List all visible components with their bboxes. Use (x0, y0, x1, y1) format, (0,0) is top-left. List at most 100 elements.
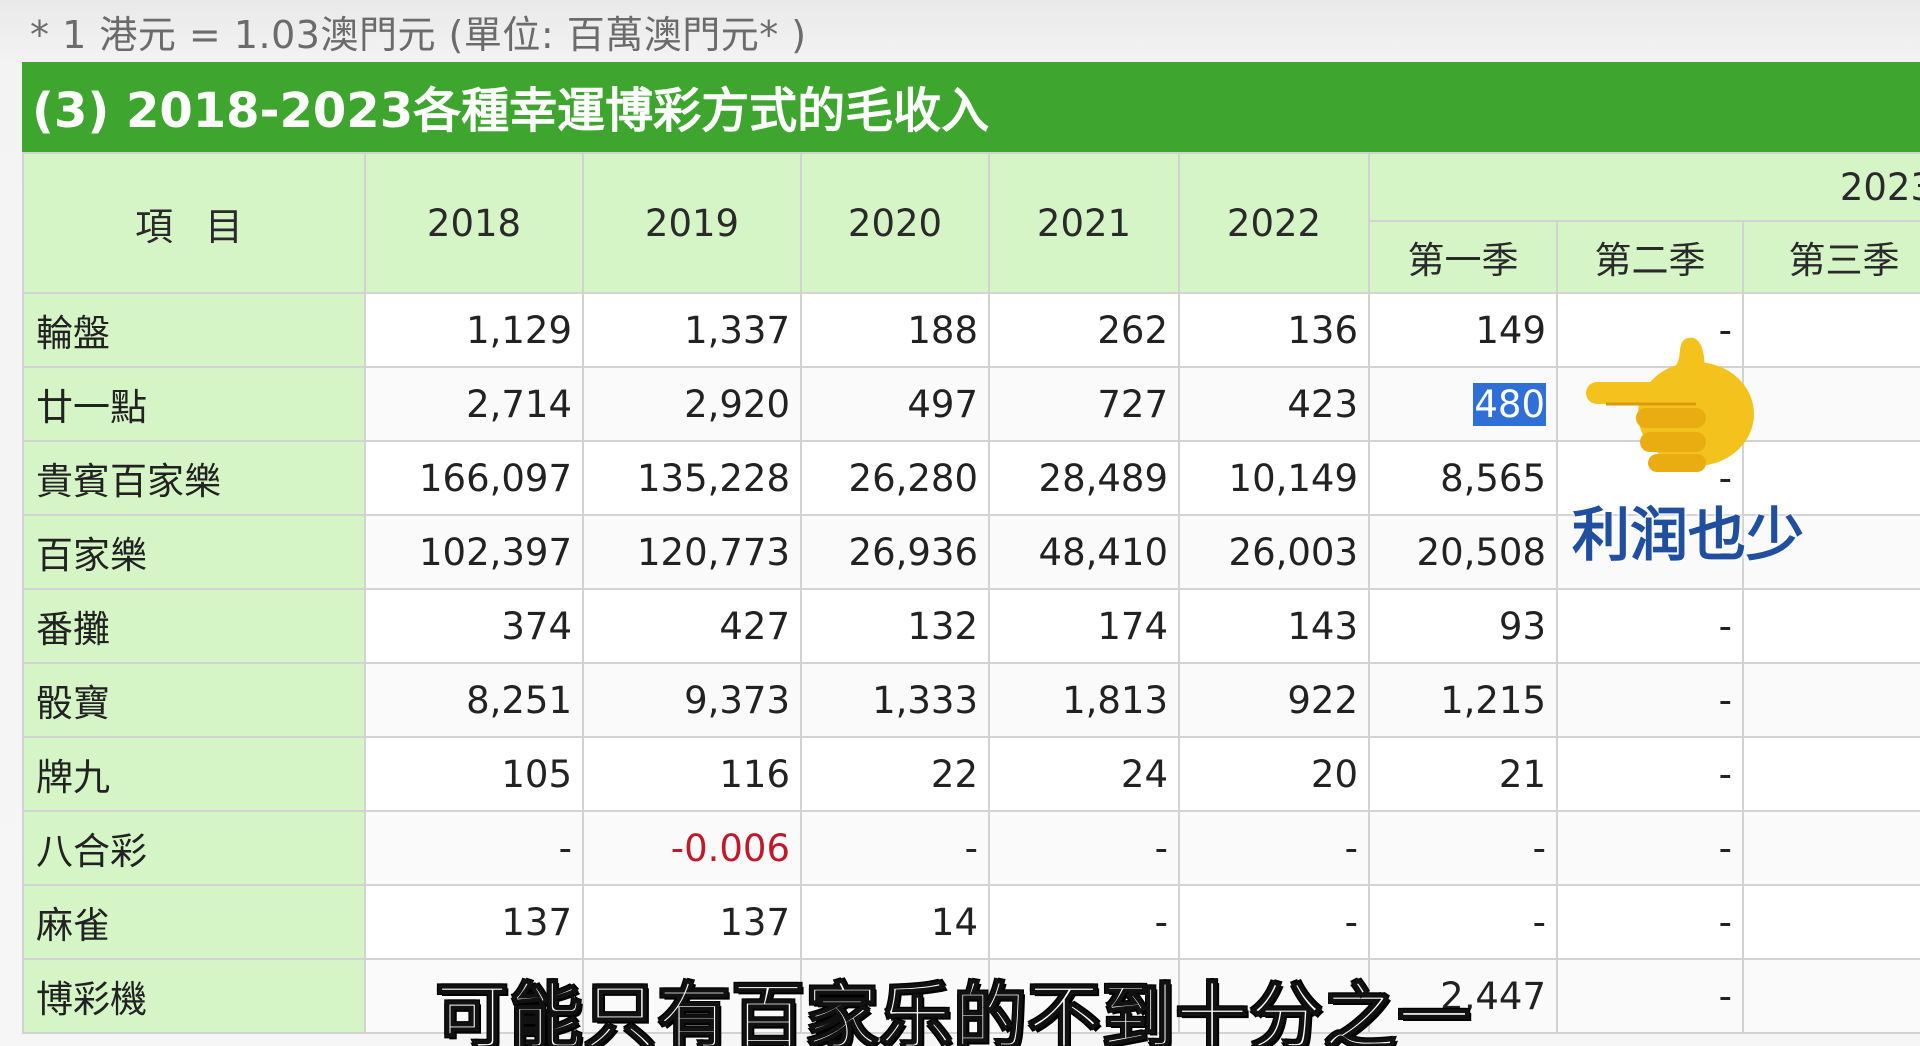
table-body: 輪盤1,1291,337188262136149--廿一點2,7142,9204… (22, 292, 1920, 1034)
cell-value: - (1532, 826, 1546, 870)
table-cell: 2,447 (1368, 958, 1558, 1034)
table-cell: 174 (988, 588, 1180, 664)
table-cell: 21 (1368, 736, 1558, 812)
table-cell: 727 (988, 366, 1180, 442)
table-cell: 423 (1178, 366, 1370, 442)
table-cell: 132 (800, 588, 990, 664)
table-cell: - (1741, 736, 1920, 812)
table-cell: 28,489 (988, 440, 1180, 516)
cell-value: - (1718, 530, 1732, 574)
table-cell: 20 (1178, 736, 1370, 812)
cell-value: 1,215 (1440, 678, 1546, 722)
table-row: 輪盤 1,129 1,337 188 262 136 149 -- (22, 292, 1920, 368)
cell-value: - (1532, 900, 1546, 944)
cell-value: 149 (1475, 308, 1546, 352)
table-cell: - (1178, 884, 1370, 960)
cell-value: 922 (1287, 678, 1358, 722)
row-label: 廿一點 (22, 366, 366, 442)
cell-value: 8,565 (1440, 456, 1546, 500)
gross-revenue-table: 項 目 2018 2019 2020 2021 2022 2023 第一季 第二… (22, 152, 1920, 1034)
cell-value: -0.006 (670, 826, 790, 870)
row-label: 貴賓百家樂 (22, 440, 366, 516)
table-row: 百家樂 102,397 120,773 26,936 48,410 26,003 20,50… (22, 514, 1920, 590)
video-subtitle: 可能只有百家乐的不到十分之一 (435, 974, 1473, 1046)
header-row-1: 項 目 2018 2019 2020 2021 2022 2023 (22, 152, 1920, 294)
table-cell: - (988, 884, 1180, 960)
cell-value: 427 (719, 604, 790, 648)
cell-value: 2,920 (684, 382, 790, 426)
row-label: 番攤 (22, 588, 366, 664)
table-cell: - (1556, 736, 1744, 812)
table-cell: - (800, 810, 990, 886)
cell-value: 497 (907, 382, 978, 426)
cell-value: - (1718, 456, 1732, 500)
cell-value: 2,447 (1440, 974, 1546, 1018)
row-label: 骰寶 (22, 662, 366, 738)
cell-value: 8,251 (466, 678, 572, 722)
table-cell: 1,333 (800, 662, 990, 738)
table-cell: - (1741, 958, 1920, 1034)
cell-value: - (1154, 826, 1168, 870)
table-cell: 922 (1178, 662, 1370, 738)
table-cell: 116 (582, 736, 802, 812)
table-cell: - (1556, 810, 1744, 886)
cell-value: 24 (1120, 752, 1168, 796)
cell-value: 174 (1097, 604, 1168, 648)
cell-value: - (1344, 826, 1358, 870)
table-cell: 14 (800, 884, 990, 960)
side-caption: 利润也少 (1572, 501, 1805, 569)
cell-value: 727 (1097, 382, 1168, 426)
table-row: 貴賓百家樂 166,097 135,228 26,280 28,489 10,149 8,5… (22, 440, 1920, 516)
table-row: 牌九 105 116 22 24 20 21 -- (22, 736, 1920, 812)
table-cell: - (1556, 884, 1744, 960)
table-cell: 26,280 (800, 440, 990, 516)
table-row: 博彩機 2,447 -- (22, 958, 1920, 1034)
table-cell: - (1741, 884, 1920, 960)
cell-value: 116 (719, 752, 790, 796)
table-cell: 136 (1178, 292, 1370, 368)
table-cell: - (1741, 292, 1920, 368)
table-cell: 188 (800, 292, 990, 368)
column-header-group-year: 2023 (1367, 152, 1920, 222)
column-header-year: 2021 (988, 152, 1180, 294)
cell-value: 20 (1310, 752, 1358, 796)
table-cell: 1,129 (364, 292, 584, 368)
cell-value: 1,129 (466, 308, 572, 352)
table-cell: 480 (1368, 366, 1558, 442)
table-cell: - (1741, 366, 1920, 442)
cell-value: 22 (930, 752, 978, 796)
cell-value: 120,773 (636, 530, 790, 574)
row-label: 八合彩 (22, 810, 366, 886)
table-cell: 10,149 (1178, 440, 1370, 516)
table-cell: - (1556, 662, 1744, 738)
cell-value: - (1718, 604, 1732, 648)
row-label: 麻雀 (22, 884, 366, 960)
column-header-year: 2020 (800, 152, 990, 294)
table-cell: 93 (1368, 588, 1558, 664)
table-cell: 137 (582, 884, 802, 960)
table-cell (800, 958, 990, 1034)
cell-value: 26,936 (848, 530, 978, 574)
column-header-quarter: 第二季 (1556, 220, 1744, 294)
table-cell: 120,773 (582, 514, 802, 590)
table-cell: 20,508 (1368, 514, 1558, 590)
table-cell: 374 (364, 588, 584, 664)
currency-note: * 1 港元 = 1.03澳門元 (單位: 百萬澳門元* ) (30, 13, 807, 57)
cell-value: 374 (501, 604, 572, 648)
table-cell: 1,813 (988, 662, 1180, 738)
table-cell: 102,397 (364, 514, 584, 590)
cell-value: 480 (1473, 382, 1546, 426)
column-header-year: 2018 (364, 152, 584, 294)
table-cell: 135,228 (582, 440, 802, 516)
table-cell: 497 (800, 366, 990, 442)
cell-value: 48,410 (1038, 530, 1168, 574)
cell-value: 93 (1498, 604, 1546, 648)
cell-value: 26,280 (848, 456, 978, 500)
table-row: 番攤 374 427 132 174 143 93 -- (22, 588, 1920, 664)
cell-value: 21 (1498, 752, 1546, 796)
cell-value: 20,508 (1416, 530, 1546, 574)
table-cell: - (1368, 810, 1558, 886)
cell-value: - (1718, 974, 1732, 1018)
